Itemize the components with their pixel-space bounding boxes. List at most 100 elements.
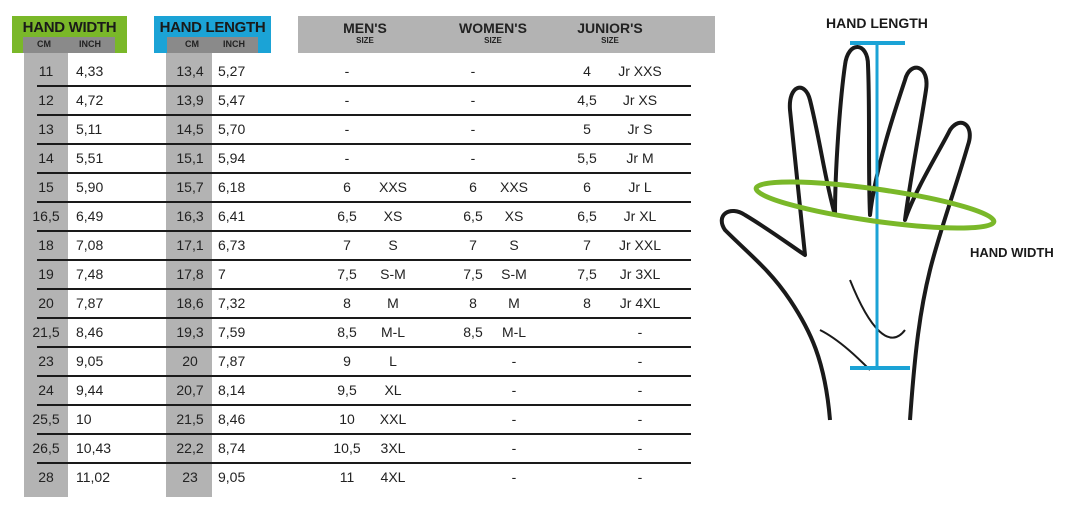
mens-size-cell: S-M <box>380 266 406 282</box>
hw-cm-cell: 28 <box>38 469 54 485</box>
hl-inch-cell: 6,41 <box>218 208 246 224</box>
hl-cm-cell: 13,4 <box>176 63 204 79</box>
juniors-title: JUNIOR'S <box>577 20 643 36</box>
womens-size-cell: - <box>511 382 517 398</box>
size-label: SIZE <box>356 36 374 45</box>
row-divider <box>37 375 691 377</box>
hl-cm-cell: 17,1 <box>176 237 204 253</box>
hw-inch-cell: 9,44 <box>76 382 104 398</box>
hand-width-units: CM INCH <box>23 37 115 53</box>
womens-num-cell: - <box>470 150 476 166</box>
juniors-size-cell: - <box>637 353 643 369</box>
hw-inch-cell: 10,43 <box>76 440 112 456</box>
inch-label: INCH <box>223 39 245 49</box>
juniors-num-cell: 4 <box>583 63 591 79</box>
mens-size-cell: L <box>389 353 397 369</box>
hw-cm-cell: 16,5 <box>32 208 60 224</box>
row-divider <box>37 462 691 464</box>
hl-cm-cell: 14,5 <box>176 121 204 137</box>
hl-cm-cell: 16,3 <box>176 208 204 224</box>
juniors-size-cell: - <box>637 382 643 398</box>
mens-num-cell: 9 <box>343 353 351 369</box>
hl-inch-cell: 7,32 <box>218 295 246 311</box>
hl-inch-cell: 5,94 <box>218 150 246 166</box>
hl-inch-cell: 5,27 <box>218 63 246 79</box>
hl-cm-cell: 21,5 <box>176 411 204 427</box>
row-divider <box>37 114 691 116</box>
hl-inch-cell: 6,73 <box>218 237 246 253</box>
hw-inch-cell: 5,90 <box>76 179 104 195</box>
hw-cm-cell: 21,5 <box>32 324 60 340</box>
mens-num-cell: 7 <box>343 237 351 253</box>
hl-cm-cell: 23 <box>182 469 198 485</box>
hw-cm-cell: 11 <box>38 63 54 79</box>
hw-inch-cell: 6,49 <box>76 208 104 224</box>
row-divider <box>37 143 691 145</box>
hw-cm-cell: 20 <box>38 295 54 311</box>
mens-num-cell: - <box>344 121 350 137</box>
hand-width-cm-column <box>24 53 68 497</box>
juniors-num-cell: 6,5 <box>577 208 597 224</box>
row-divider <box>37 346 691 348</box>
womens-size-cell: XXS <box>499 179 528 195</box>
hl-cm-cell: 15,1 <box>176 150 204 166</box>
womens-num-cell: 8,5 <box>463 324 483 340</box>
mens-num-cell: 11 <box>339 469 355 485</box>
juniors-num-cell: 4,5 <box>577 92 597 108</box>
hw-cm-cell: 19 <box>38 266 54 282</box>
mens-num-cell: - <box>344 92 350 108</box>
hand-length-units: CM INCH <box>167 37 258 53</box>
mens-num-cell: 6 <box>343 179 351 195</box>
hand-width-title: HAND WIDTH <box>22 19 117 36</box>
hand-width-label: HAND WIDTH <box>970 245 1054 260</box>
womens-size-cell: - <box>511 469 517 485</box>
juniors-size-cell: Jr M <box>626 150 654 166</box>
size-label: SIZE <box>601 36 619 45</box>
juniors-num-cell: 7,5 <box>577 266 597 282</box>
hw-inch-cell: 5,11 <box>76 121 103 137</box>
mens-num-cell: 10 <box>339 411 355 427</box>
table-row: 14 5,51 15,1 5,94 - - 5,5 Jr M <box>0 144 700 174</box>
juniors-size-cell: - <box>637 440 643 456</box>
juniors-size-cell: Jr XXL <box>618 237 661 253</box>
womens-num-cell: 7 <box>469 237 477 253</box>
mens-size-cell: M <box>387 295 399 311</box>
palm-lines <box>819 279 906 371</box>
womens-num-cell: 8 <box>469 295 477 311</box>
womens-size-cell: - <box>511 411 517 427</box>
juniors-size-cell: Jr 3XL <box>619 266 661 282</box>
hw-cm-cell: 14 <box>38 150 54 166</box>
womens-num-cell: 6 <box>469 179 477 195</box>
hand-outline <box>719 45 972 421</box>
hw-inch-cell: 11,02 <box>76 469 110 485</box>
inch-label: INCH <box>79 39 101 49</box>
womens-size-cell: M-L <box>501 324 527 340</box>
table-row: 13 5,11 14,5 5,70 - - 5 Jr S <box>0 115 700 145</box>
womens-num-cell: 6,5 <box>463 208 483 224</box>
hw-cm-cell: 12 <box>38 92 54 108</box>
womens-num-cell: - <box>470 63 476 79</box>
table-row: 18 7,08 17,1 6,73 7 S 7 S 7 Jr XXL <box>0 231 700 261</box>
womens-num-cell: 7,5 <box>463 266 483 282</box>
hand-width-arrow <box>753 179 997 231</box>
juniors-size-cell: Jr XL <box>623 208 657 224</box>
mens-num-cell: 10,5 <box>333 440 361 456</box>
table-row: 24 9,44 20,7 8,14 9,5 XL - - <box>0 376 700 406</box>
hw-cm-cell: 25,5 <box>32 411 60 427</box>
juniors-num-cell: 6 <box>583 179 591 195</box>
row-divider <box>37 404 691 406</box>
hl-cm-cell: 22,2 <box>176 440 204 456</box>
hw-cm-cell: 26,5 <box>32 440 60 456</box>
hw-inch-cell: 7,48 <box>76 266 104 282</box>
table-row: 16,5 6,49 16,3 6,41 6,5 XS 6,5 XS 6,5 Jr XL <box>0 202 700 232</box>
hand-illustration <box>719 41 997 421</box>
row-divider <box>37 259 691 261</box>
mens-size-cell: XXS <box>378 179 407 195</box>
hw-inch-cell: 5,51 <box>76 150 104 166</box>
mens-title: MEN'S <box>343 20 387 36</box>
row-divider <box>37 288 691 290</box>
hl-cm-cell: 20 <box>182 353 198 369</box>
juniors-num-cell: 7 <box>583 237 591 253</box>
hw-inch-cell: 8,46 <box>76 324 104 340</box>
